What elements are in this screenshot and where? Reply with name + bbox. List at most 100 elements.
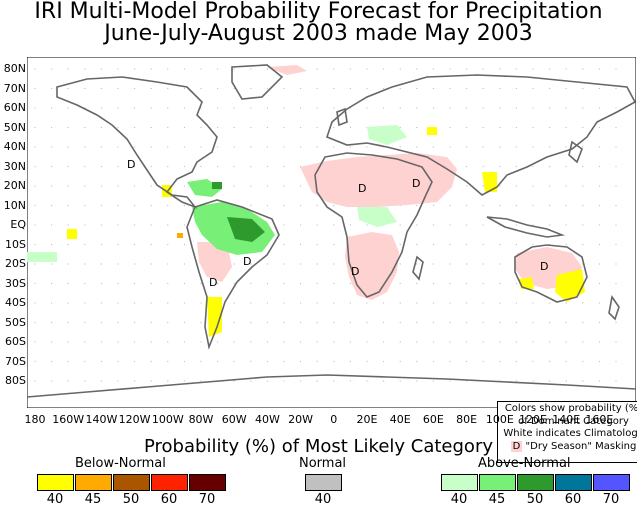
grid-dot: [598, 224, 601, 226]
west-africa-wet: [357, 207, 397, 227]
grid-dot: [51, 204, 53, 207]
grid-dot: [366, 68, 368, 70]
grid-dot: [84, 68, 86, 70]
grid-dot: [466, 282, 468, 285]
grid-dot: [134, 282, 136, 285]
grid-dot: [449, 126, 451, 129]
grid-dot: [266, 87, 268, 90]
new-zealand-outline: [608, 294, 620, 321]
grid-dot: [266, 185, 268, 187]
grid-dot: [482, 185, 484, 187]
grid-dot: [183, 341, 185, 343]
grid-dot: [416, 380, 418, 382]
grid-dot: [134, 107, 136, 109]
grid-dot: [134, 380, 136, 382]
grid-dot: [582, 360, 584, 363]
grid-dot: [466, 321, 468, 324]
grid-dot: [250, 204, 252, 207]
grid-dot: [615, 165, 617, 168]
grid-dot: [167, 126, 169, 129]
grid-dot: [549, 321, 551, 324]
grid-dot: [134, 263, 136, 265]
grid-dot: [300, 263, 302, 265]
grid-dot: [117, 360, 119, 363]
grid-dot: [515, 321, 517, 324]
grid-dot: [233, 107, 235, 109]
lat-label: 70S: [5, 354, 26, 368]
grid-dot: [100, 185, 102, 187]
grid-dot: [482, 204, 484, 207]
grid-dot: [67, 126, 69, 129]
grid-dot: [466, 243, 468, 246]
grid-dot: [532, 224, 534, 226]
grid-dot: [466, 360, 468, 363]
grid-dot: [466, 341, 468, 343]
grid-dot: [100, 107, 102, 109]
grid-dot: [84, 341, 86, 343]
grid-dot: [432, 360, 434, 363]
grid-dot: [67, 87, 69, 90]
grid-dot: [532, 321, 534, 324]
japan-outline: [568, 140, 583, 164]
grid-dot: [167, 107, 169, 109]
grid-dot: [416, 87, 418, 90]
grid-dot: [51, 282, 53, 285]
grid-dot: [598, 185, 601, 187]
below-normal-swatch: [189, 474, 226, 491]
grid-dot: [117, 282, 119, 285]
grid-dot: [167, 360, 169, 363]
grid-dot: [51, 107, 53, 109]
grid-dot: [266, 68, 268, 70]
amazon-core-region: [227, 217, 265, 242]
below-normal-swatch: [37, 474, 74, 491]
grid-dot: [283, 126, 285, 129]
grid-dot: [316, 302, 318, 304]
grid-dot: [283, 360, 285, 363]
grid-dot: [598, 282, 601, 285]
lat-label: 50S: [5, 315, 26, 329]
grid-dot: [200, 165, 202, 168]
lon-label: 100E: [485, 413, 514, 426]
grid-dot: [333, 224, 335, 226]
grid-dot: [466, 165, 468, 168]
grid-dot: [316, 243, 318, 246]
grid-dot: [134, 224, 136, 226]
grid-dot: [167, 282, 169, 285]
grid-dot: [549, 165, 551, 168]
grid-dot: [100, 146, 102, 148]
grid-dot: [482, 126, 484, 129]
grid-dot: [84, 282, 86, 285]
grid-dot: [499, 68, 501, 70]
south-america-outline: [186, 199, 280, 350]
grid-dot: [449, 146, 451, 148]
grid-dot: [549, 224, 551, 226]
grid-dot: [84, 243, 86, 246]
grid-dot: [134, 341, 136, 343]
grid-dot: [598, 321, 601, 324]
grid-dot: [449, 107, 451, 109]
grid-dot: [67, 204, 69, 207]
grid-dot: [183, 68, 185, 70]
grid-dot: [167, 204, 169, 207]
grid-dot: [449, 380, 451, 382]
grid-dot: [349, 341, 351, 343]
map-title-line2: June-July-August 2003 made May 2003: [104, 21, 533, 46]
grid-dot: [565, 224, 567, 226]
inset-legend-line4: D "Dry Season" Masking: [498, 440, 637, 454]
above-normal-swatch: [517, 474, 554, 491]
grid-dot: [333, 380, 335, 382]
grid-dot: [84, 146, 86, 148]
grid-dot: [250, 87, 252, 90]
lon-label: 40W: [254, 413, 280, 426]
grid-dot: [183, 126, 185, 129]
grid-dot: [51, 302, 53, 304]
grid-dot: [67, 341, 69, 343]
grid-dot: [316, 87, 318, 90]
grid-dot: [316, 341, 318, 343]
grid-dot: [399, 243, 401, 246]
grid-dot: [233, 87, 235, 90]
grid-dot: [266, 321, 268, 324]
grid-dot: [300, 243, 302, 246]
grid-dot: [615, 263, 617, 265]
lon-label: 120E: [519, 413, 547, 426]
